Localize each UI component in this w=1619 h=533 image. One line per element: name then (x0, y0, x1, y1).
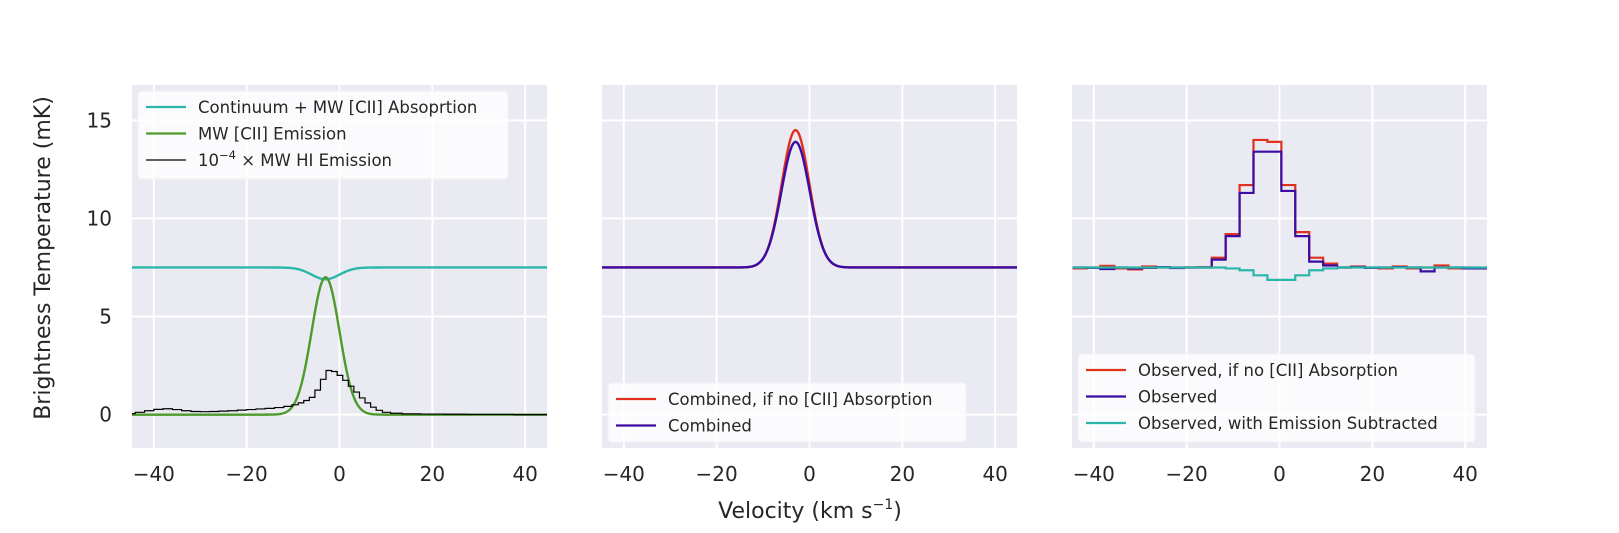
legend-hi-rest: × MW HI Emission (236, 151, 392, 170)
series-steps-observed-with-emission-subtracted (1072, 266, 1487, 281)
legend-box (137, 90, 509, 180)
legend-label-continuum: Continuum + MW [CII] Absoprtion (198, 98, 477, 117)
x-tick-label: 20 (420, 462, 445, 486)
x-tick-label: −20 (226, 462, 268, 486)
x-tick-label: −20 (696, 462, 738, 486)
panel-left: −40 −20 0 20 40 0 5 10 15 Continuum + MW… (87, 85, 547, 486)
panel-middle: −40 −20 0 20 40 Combined, if no [CII] Ab… (602, 85, 1017, 486)
series-group (132, 266, 547, 416)
x-tick-label: −40 (603, 462, 645, 486)
x-tick-label: 40 (512, 462, 537, 486)
legend-hi-base: 10 (198, 151, 219, 170)
legend-label-observed-subtracted: Observed, with Emission Subtracted (1138, 414, 1438, 433)
series-left (132, 266, 547, 416)
series-line-continuum-mw-cii-absoprtion (132, 266, 547, 281)
x-tick-label: 0 (1273, 462, 1286, 486)
x-tick-label: −40 (133, 462, 175, 486)
series-middle (602, 129, 1017, 269)
series-steps-10-mw-hi-emission (132, 369, 547, 416)
y-tick-label: 5 (99, 305, 112, 329)
series-right (1072, 138, 1487, 281)
x-tick-label: 0 (333, 462, 346, 486)
legend-hi-sup: −4 (219, 148, 236, 162)
x-tick-labels-left: −40 −20 0 20 40 (133, 462, 538, 486)
x-axis-label-main: Velocity (km s (718, 499, 873, 524)
legend-middle: Combined, if no [CII] Absorption Combine… (607, 382, 967, 443)
legend-box (607, 382, 967, 443)
x-tick-label: −20 (1166, 462, 1208, 486)
x-tick-label: 20 (890, 462, 915, 486)
y-tick-labels: 0 5 10 15 (87, 108, 112, 426)
panel-right: −40 −20 0 20 40 Observed, if no [CII] Ab… (1072, 85, 1487, 486)
y-tick-label: 10 (87, 206, 112, 230)
series-line-combined (602, 140, 1017, 269)
x-axis-label-end: ) (893, 499, 902, 524)
legend-right: Observed, if no [CII] Absorption Observe… (1077, 353, 1476, 443)
legend-label-combined: Combined (668, 417, 752, 436)
legend-label-observed-no-absorption: Observed, if no [CII] Absorption (1138, 361, 1398, 380)
legend-label-observed: Observed (1138, 388, 1217, 407)
legend-label-cii-emission: MW [CII] Emission (198, 125, 347, 144)
y-axis-label: Brightness Temperature (mK) (31, 96, 56, 420)
series-group (1072, 138, 1487, 281)
x-tick-label: 40 (982, 462, 1007, 486)
x-tick-label: −40 (1073, 462, 1115, 486)
x-tick-label: 40 (1452, 462, 1477, 486)
y-tick-label: 15 (87, 108, 112, 132)
x-tick-labels-middle: −40 −20 0 20 40 (603, 462, 1008, 486)
y-tick-label: 0 (99, 403, 112, 427)
x-axis-label-sup: −1 (873, 497, 894, 513)
legend-box (1077, 353, 1476, 443)
legend-label-hi-emission: 10−4 × MW HI Emission (198, 148, 392, 170)
x-axis-label: Velocity (km s−1) (718, 497, 902, 524)
series-group (602, 129, 1017, 269)
legend-left: Continuum + MW [CII] Absoprtion MW [CII]… (137, 90, 509, 180)
legend-label-combined-no-absorption: Combined, if no [CII] Absorption (668, 390, 932, 409)
x-tick-labels-right: −40 −20 0 20 40 (1073, 462, 1478, 486)
x-tick-label: 0 (803, 462, 816, 486)
x-tick-label: 20 (1360, 462, 1385, 486)
